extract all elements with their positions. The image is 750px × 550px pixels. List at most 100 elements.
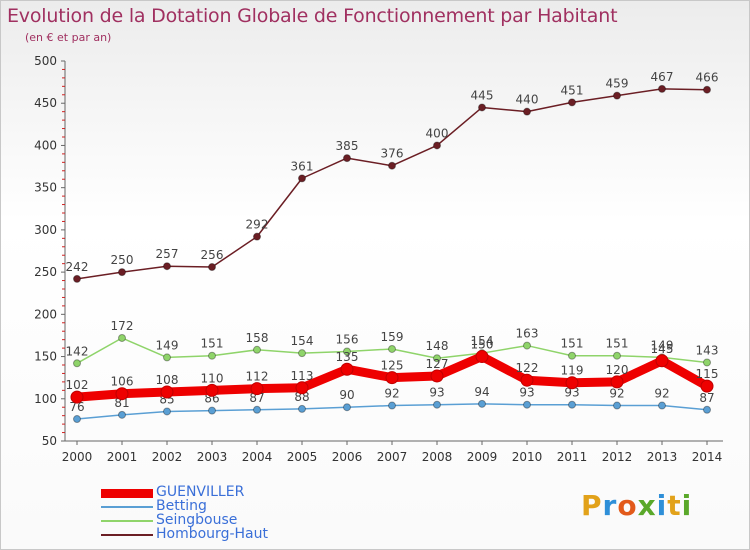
- x-tick-label: 2000: [62, 450, 93, 464]
- data-label-seingbouse: 143: [696, 343, 719, 357]
- chart-title: Evolution de la Dotation Globale de Fonc…: [7, 5, 618, 27]
- data-label-betting: 93: [429, 386, 444, 400]
- y-tick-label: 450: [34, 96, 57, 110]
- legend-label: Betting: [156, 498, 207, 514]
- y-tick-label: 50: [42, 434, 57, 448]
- data-label-seingbouse: 148: [426, 339, 449, 353]
- data-point-hombourg-haut: [613, 91, 621, 100]
- data-point-hombourg-haut: [73, 274, 81, 283]
- data-point-guenviller: [520, 373, 534, 387]
- data-point-seingbouse: [568, 351, 576, 360]
- data-point-betting: [343, 403, 351, 412]
- data-point-betting: [523, 400, 531, 409]
- data-point-hombourg-haut: [298, 174, 306, 183]
- x-tick-label: 2007: [377, 450, 408, 464]
- data-point-hombourg-haut: [163, 262, 171, 271]
- data-point-seingbouse: [73, 359, 81, 368]
- logo-letter: P: [581, 489, 603, 522]
- data-label-guenviller: 110: [201, 371, 224, 385]
- data-label-seingbouse: 151: [606, 337, 629, 351]
- data-label-seingbouse: 154: [291, 334, 314, 348]
- data-label-betting: 88: [294, 390, 309, 404]
- data-label-hombourg-haut: 451: [561, 83, 584, 97]
- data-label-betting: 94: [474, 385, 489, 399]
- data-point-betting: [253, 405, 261, 414]
- logo-letter: i: [656, 489, 668, 522]
- x-tick-label: 2013: [647, 450, 678, 464]
- data-point-guenviller: [430, 369, 444, 383]
- data-label-hombourg-haut: 459: [606, 77, 629, 91]
- data-label-betting: 92: [384, 387, 399, 401]
- data-label-seingbouse: 149: [651, 338, 674, 352]
- data-point-betting: [478, 399, 486, 408]
- data-point-seingbouse: [388, 344, 396, 353]
- x-tick-label: 2012: [602, 450, 633, 464]
- x-tick-label: 2004: [242, 450, 273, 464]
- data-point-seingbouse: [523, 341, 531, 350]
- logo-letter: o: [617, 489, 638, 522]
- data-point-betting: [208, 406, 216, 415]
- data-point-guenviller: [340, 362, 354, 376]
- data-point-seingbouse: [163, 353, 171, 362]
- data-point-seingbouse: [703, 358, 711, 367]
- x-tick-label: 2006: [332, 450, 363, 464]
- data-label-hombourg-haut: 256: [201, 248, 224, 262]
- logo-letter: i: [681, 489, 693, 522]
- x-tick-label: 2014: [692, 450, 723, 464]
- y-tick-label: 150: [34, 350, 57, 364]
- data-label-hombourg-haut: 361: [291, 159, 314, 173]
- data-label-guenviller: 150: [471, 338, 494, 352]
- data-label-hombourg-haut: 466: [696, 71, 719, 85]
- data-label-seingbouse: 172: [111, 319, 134, 333]
- data-point-betting: [703, 405, 711, 414]
- data-label-guenviller: 122: [516, 361, 539, 375]
- logo-letter: x: [637, 489, 657, 522]
- data-point-guenviller: [700, 379, 714, 393]
- legend-swatch: [101, 520, 153, 522]
- data-point-hombourg-haut: [568, 98, 576, 107]
- data-label-guenviller: 108: [156, 373, 179, 387]
- data-label-guenviller: 125: [381, 359, 404, 373]
- x-tick-label: 2001: [107, 450, 138, 464]
- data-label-hombourg-haut: 440: [516, 93, 539, 107]
- data-point-hombourg-haut: [208, 263, 216, 272]
- data-point-seingbouse: [613, 351, 621, 360]
- data-label-hombourg-haut: 385: [336, 139, 359, 153]
- data-point-guenviller: [610, 375, 624, 389]
- data-label-seingbouse: 158: [246, 331, 269, 345]
- y-tick-label: 400: [34, 138, 57, 152]
- x-tick-label: 2002: [152, 450, 183, 464]
- data-point-guenviller: [115, 387, 129, 401]
- data-label-guenviller: 145: [651, 342, 674, 356]
- data-label-betting: 92: [654, 387, 669, 401]
- x-tick-label: 2011: [557, 450, 588, 464]
- x-tick-label: 2010: [512, 450, 543, 464]
- data-label-guenviller: 106: [111, 375, 134, 389]
- data-label-betting: 76: [69, 400, 84, 414]
- data-point-guenviller: [250, 382, 264, 396]
- data-point-seingbouse: [298, 349, 306, 358]
- data-point-betting: [613, 401, 621, 410]
- data-point-seingbouse: [118, 333, 126, 342]
- x-tick-label: 2008: [422, 450, 453, 464]
- legend-label: Seingbouse: [156, 512, 238, 528]
- data-label-hombourg-haut: 467: [651, 70, 674, 84]
- data-point-hombourg-haut: [253, 232, 261, 241]
- data-point-hombourg-haut: [478, 103, 486, 112]
- data-point-guenviller: [295, 381, 309, 395]
- logo-letter: r: [602, 489, 618, 522]
- data-point-betting: [73, 415, 81, 424]
- data-label-guenviller: 115: [696, 367, 719, 381]
- data-label-betting: 93: [564, 386, 579, 400]
- data-label-betting: 92: [609, 387, 624, 401]
- data-label-hombourg-haut: 257: [156, 247, 179, 261]
- legend-label: GUENVILLER: [156, 484, 245, 500]
- data-point-guenviller: [70, 390, 84, 404]
- data-point-hombourg-haut: [343, 154, 351, 163]
- data-point-betting: [658, 401, 666, 410]
- logo-letter: t: [667, 489, 682, 522]
- y-tick-label: 100: [34, 392, 57, 406]
- legend-swatch: [101, 506, 153, 508]
- data-label-guenviller: 112: [246, 370, 269, 384]
